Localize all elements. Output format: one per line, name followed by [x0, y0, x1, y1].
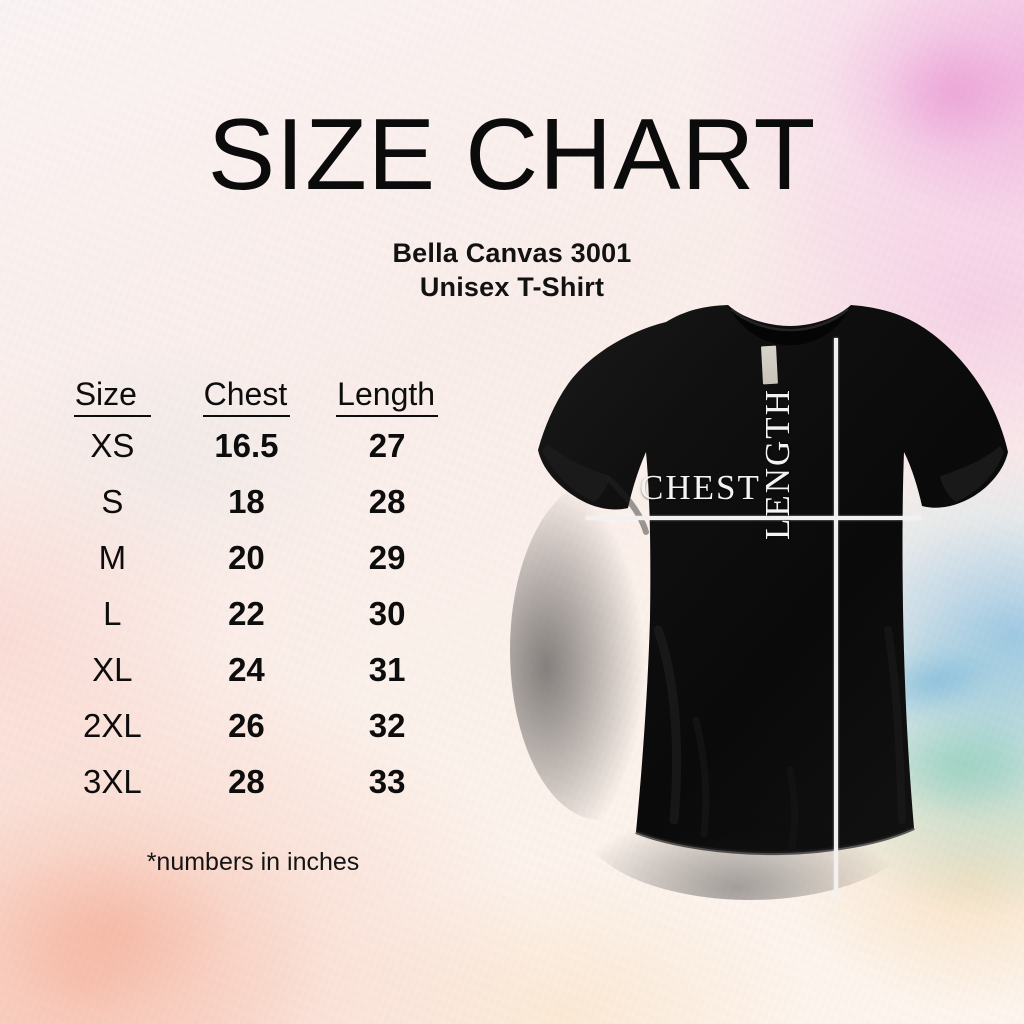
- fabric-fold-1: [653, 625, 682, 825]
- cell-length: 27: [368, 427, 406, 464]
- cell-length: 29: [368, 539, 406, 576]
- cell-chest: 20: [228, 539, 265, 576]
- fabric-fold-5: [607, 477, 649, 535]
- fabric-fold-2: [692, 716, 710, 838]
- cell-size: S: [101, 483, 124, 520]
- cell-length: 30: [368, 595, 406, 632]
- column-header-chest: Chest: [177, 374, 317, 418]
- table-header-row: Size Chest Length: [48, 374, 458, 418]
- size-measurements-table: Size Chest Length XS 16.5 27 S 18 28 M 2…: [48, 374, 458, 810]
- fabric-shade-left: [510, 480, 690, 820]
- chest-measurement-label: CHEST: [640, 468, 761, 507]
- subtitle-line-product: Bella Canvas 3001: [392, 238, 632, 268]
- table-row: XL 24 31: [48, 642, 458, 698]
- units-footnote: *numbers in inches: [146, 848, 360, 876]
- column-header-length: Length: [316, 374, 458, 418]
- cell-chest: 24: [228, 651, 265, 688]
- cell-size: 2XL: [82, 707, 142, 744]
- tshirt-hem: [635, 826, 915, 856]
- cell-length: 31: [368, 651, 406, 688]
- length-measurement-line: [834, 338, 838, 900]
- cell-chest: 18: [228, 483, 265, 520]
- fabric-shade-bottom: [580, 740, 920, 900]
- column-header-size: Size: [48, 374, 177, 418]
- page-title: SIZE CHART: [207, 99, 817, 211]
- tshirt-photo: CHEST LENGTH: [490, 300, 1024, 920]
- cell-length: 28: [368, 483, 406, 520]
- subtitle-block: Bella Canvas 3001 Unisex T-Shirt: [0, 236, 1024, 304]
- cell-size: XS: [90, 427, 135, 464]
- tshirt-right-cuff: [940, 446, 1004, 502]
- cell-chest: 26: [228, 707, 265, 744]
- table-row: 3XL 28 33: [48, 754, 458, 810]
- fabric-fold-3: [884, 626, 906, 824]
- brand-neck-tag-icon: [761, 345, 778, 385]
- length-measurement-label: LENGTH: [758, 388, 797, 540]
- cell-size: 3XL: [82, 763, 142, 800]
- cell-size: XL: [92, 651, 133, 688]
- cell-length: 33: [368, 763, 406, 800]
- chest-measurement-line: [586, 516, 922, 520]
- tshirt-collar-stitch: [730, 308, 849, 332]
- subtitle-line-style: Unisex T-Shirt: [419, 272, 605, 303]
- table-row: L 22 30: [48, 586, 458, 642]
- background-peach-wash-bottom-left: [0, 790, 360, 1024]
- cell-size: L: [103, 595, 122, 632]
- tshirt-collar: [728, 305, 851, 346]
- fabric-fold-4: [786, 766, 799, 850]
- cell-chest: 22: [228, 595, 265, 632]
- cell-length: 32: [368, 707, 406, 744]
- cell-size: M: [98, 539, 127, 576]
- table-row: M 20 29: [48, 530, 458, 586]
- cell-chest: 28: [228, 763, 265, 800]
- table-row: S 18 28: [48, 474, 458, 530]
- table-row: 2XL 26 32: [48, 698, 458, 754]
- cell-chest: 16.5: [214, 427, 279, 464]
- table-row: XS 16.5 27: [48, 418, 458, 474]
- tshirt-illustration: [510, 305, 1008, 900]
